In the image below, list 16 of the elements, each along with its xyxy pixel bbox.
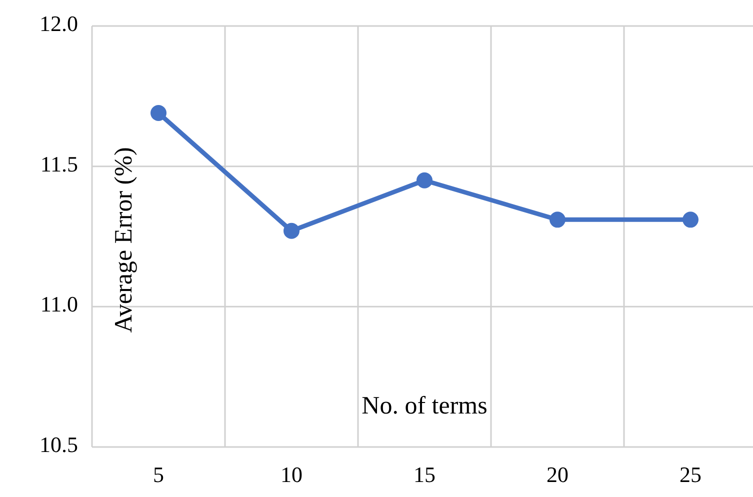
y-tick-label: 12.0 [40,11,78,36]
point [550,212,566,228]
y-axis-title: Average Error (%) [110,147,138,333]
y-tick-label: 11.5 [40,151,78,176]
point [150,105,166,122]
x-tick-label: 10 [280,462,302,488]
point [416,172,432,188]
y-tick-label: 11.0 [40,292,78,317]
x-tick-label: 25 [680,462,702,488]
y-tick-label: 10.5 [40,432,78,458]
x-tick-label: 15 [414,462,436,488]
point [682,212,698,228]
x-tick-label: 5 [153,462,164,488]
point [284,222,300,239]
x-axis-title: No. of terms [362,392,488,420]
x-tick-label: 20 [546,462,568,488]
